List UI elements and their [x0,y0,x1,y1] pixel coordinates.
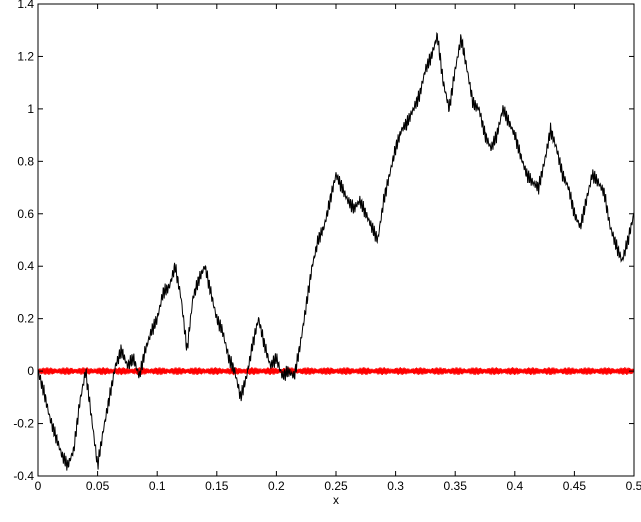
y-tick-label: 0.6 [17,207,34,221]
y-tick-label: -0.2 [13,417,34,431]
y-tick-label: 0.2 [17,312,34,326]
x-tick-label: 0.1 [149,479,166,493]
y-tick-label: 1.4 [17,0,34,11]
x-tick-label: 0.45 [563,479,587,493]
x-tick-label: 0.15 [205,479,229,493]
x-tick-label: 0.3 [387,479,404,493]
x-axis-label: x [333,493,339,507]
plot-frame [37,3,635,477]
x-tick-label: 0.25 [324,479,348,493]
x-tick-label: 0.5 [626,479,641,493]
x-tick-label: 0.2 [268,479,285,493]
y-tick-label: 0 [27,364,34,378]
y-tick-label: -0.4 [13,469,34,483]
series-layer [37,32,635,471]
y-tick-label: 1.2 [17,49,34,63]
x-axis: 0 0.05 0.1 0.15 0.2 0.25 0.3 0.35 0.4 0.45 0.5 [35,4,641,493]
y-axis: -0.4 -0.2 0 0.2 0.4 0.6 0.8 1 1.2 1.4 [13,0,634,483]
series-line-black [37,32,635,471]
x-tick-label: 0.05 [86,479,110,493]
series-line-red [37,366,635,376]
y-tick-label: 1 [27,102,34,116]
x-tick-label: 0.4 [506,479,523,493]
y-tick-label: 0.4 [17,259,34,273]
x-tick-label: 0 [35,479,42,493]
x-tick-label: 0.35 [444,479,468,493]
y-tick-label: 0.8 [17,154,34,168]
